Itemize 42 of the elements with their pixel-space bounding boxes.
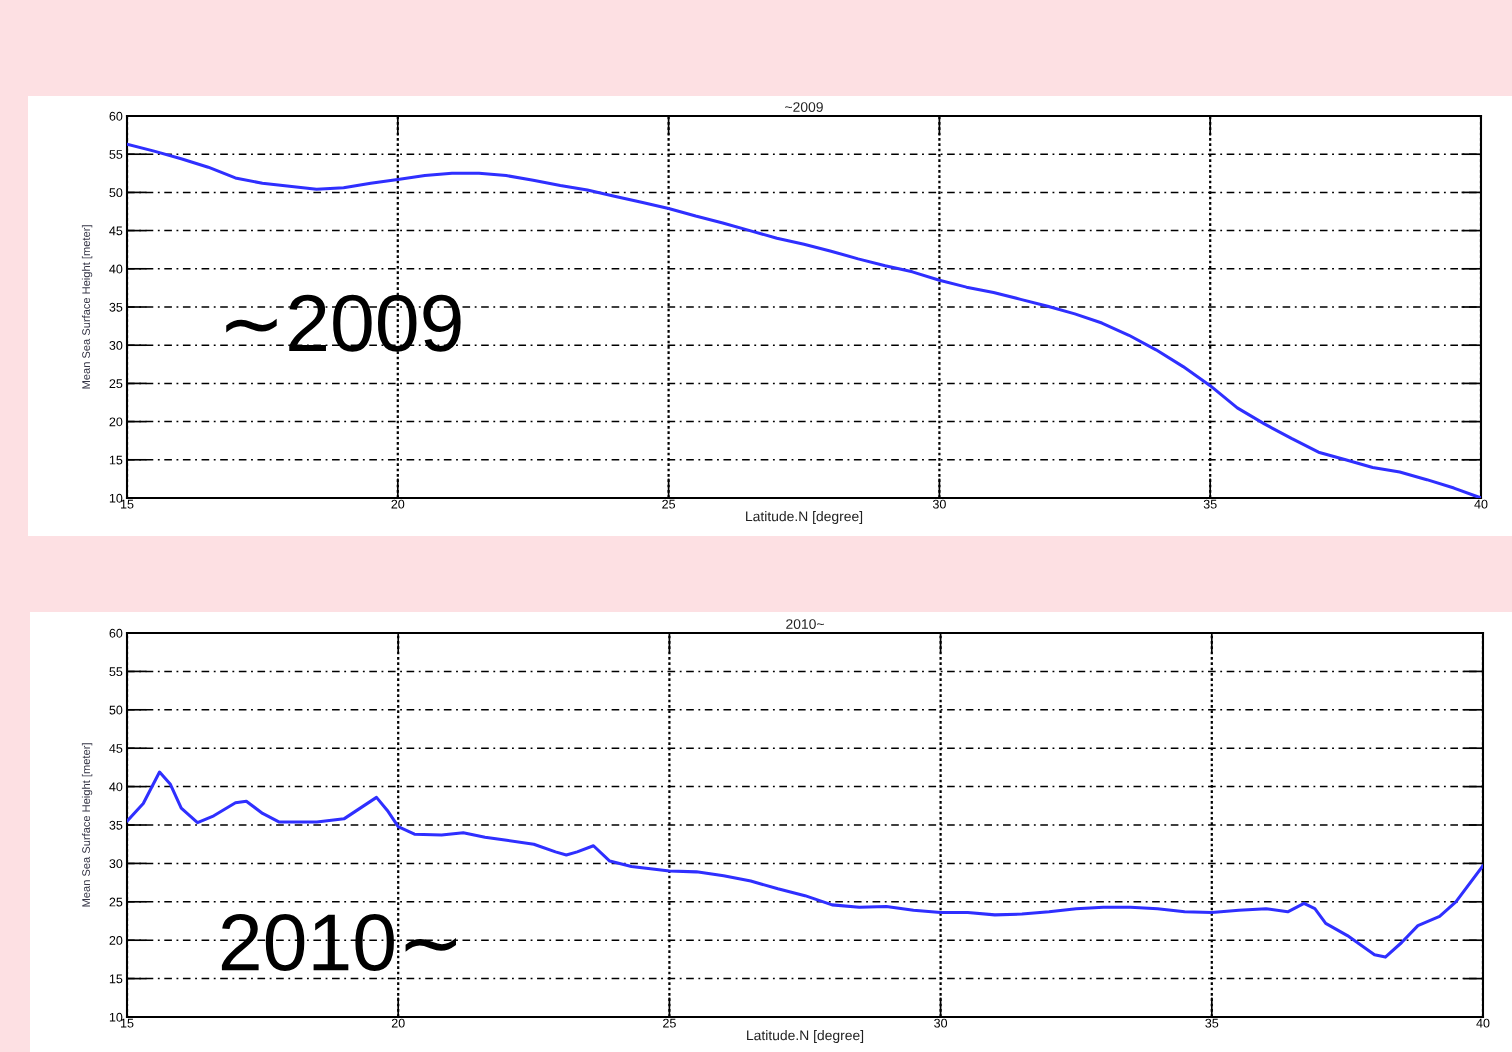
x-tick-label: 20 [391, 499, 405, 509]
y-tick-label: 15 [109, 974, 123, 984]
y-tick-label: 10 [109, 493, 123, 503]
y-tick-label: 60 [109, 628, 123, 638]
x-tick-label: 35 [1203, 499, 1217, 509]
x-tick-label: 25 [662, 499, 676, 509]
x-tick-label: 15 [121, 499, 134, 509]
x-axis-title: Latitude.N [degree] [747, 1030, 864, 1043]
y-tick-label: 55 [109, 667, 123, 677]
y-tick-label: 50 [109, 188, 123, 198]
y-axis-title: Mean Sea Surface Height [meter] [81, 225, 93, 389]
y-tick-label: 45 [109, 744, 123, 753]
y-tick-label: 40 [109, 782, 123, 792]
y-tick-label: 50 [109, 705, 123, 715]
chart-title: ~2009 [785, 102, 823, 112]
y-tick-label: 35 [109, 302, 123, 312]
x-tick-label: 35 [1205, 1018, 1219, 1028]
annotation: 2010∼ [221, 913, 457, 971]
x-tick-label: 30 [934, 1018, 948, 1028]
x-tick-label: 30 [932, 499, 946, 509]
y-tick-label: 35 [109, 820, 123, 830]
y-tick-label: 25 [109, 897, 123, 907]
y-tick-label: 60 [109, 111, 123, 121]
y-tick-label: 30 [109, 859, 123, 869]
y-tick-label: 40 [109, 264, 123, 274]
annotation: ∼2009 [226, 294, 461, 352]
x-tick-label: 40 [1474, 499, 1488, 509]
y-axis-title: Mean Sea Surface Height [meter] [81, 743, 93, 907]
x-tick-label: 25 [663, 1018, 676, 1028]
y-tick-label: 15 [109, 455, 123, 465]
y-tick-label: 55 [109, 150, 123, 159]
y-tick-label: 30 [109, 341, 123, 350]
chart-title: 2010~ [786, 619, 824, 629]
x-axis-title: Latitude.N [degree] [746, 511, 863, 524]
x-tick-label: 40 [1476, 1018, 1490, 1028]
x-tick-label: 20 [391, 1018, 405, 1028]
y-tick-label: 20 [109, 936, 123, 945]
y-tick-label: 20 [109, 417, 123, 427]
y-tick-label: 10 [109, 1012, 123, 1022]
y-tick-label: 25 [109, 379, 123, 389]
y-tick-label: 45 [109, 226, 123, 236]
x-tick-label: 15 [121, 1018, 134, 1028]
